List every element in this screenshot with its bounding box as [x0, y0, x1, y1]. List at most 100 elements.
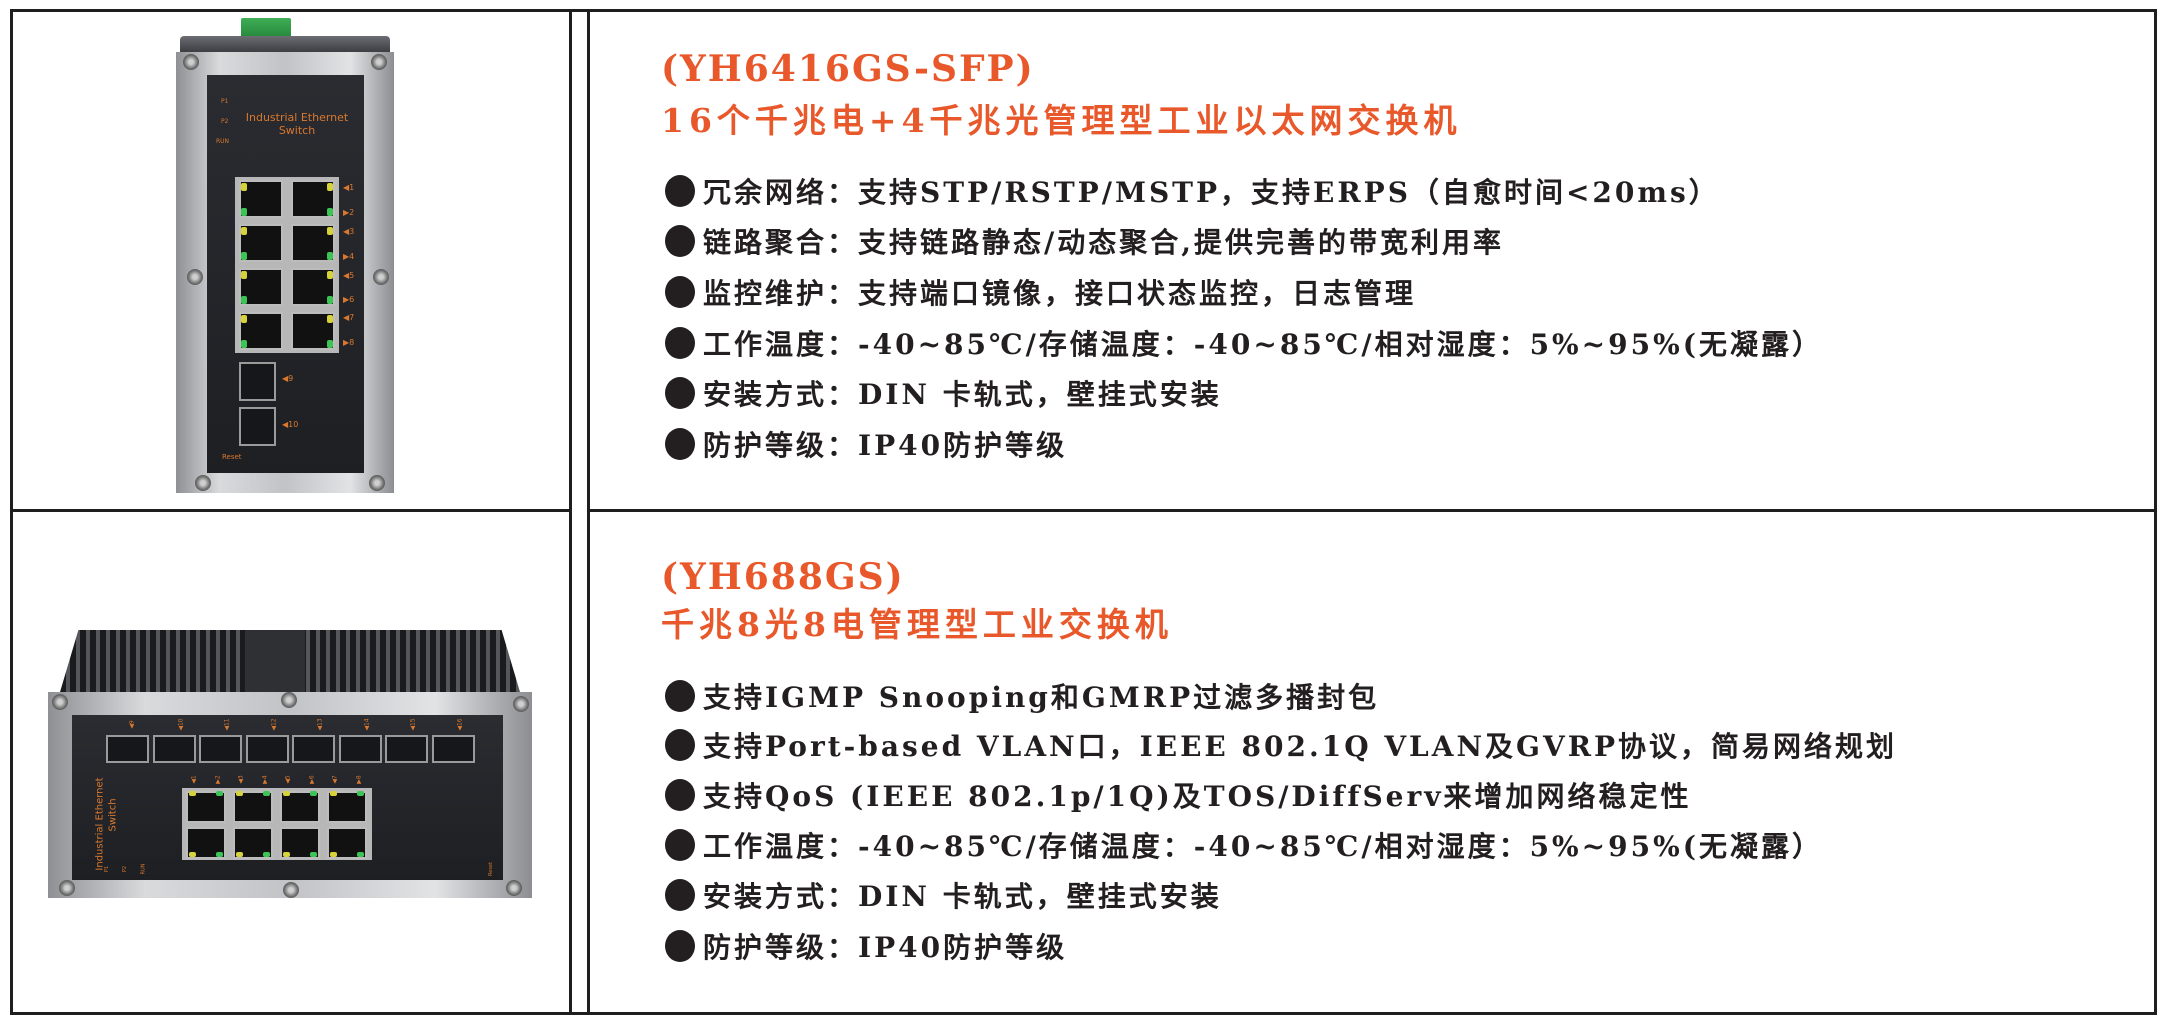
activity-led — [327, 252, 333, 260]
product-name: 千兆8光8电管理型工业交换机 — [661, 605, 1173, 644]
led-label-p1: P1 — [221, 98, 229, 105]
port-label: ◀1 — [343, 183, 355, 192]
rj45-port — [280, 791, 320, 823]
port-label: ◀15 — [409, 718, 417, 731]
bullet-dot — [665, 829, 695, 861]
activity-led — [263, 791, 270, 796]
port-label: ◀1 — [190, 775, 198, 784]
bullet-dot — [665, 225, 695, 257]
screw-icon — [369, 475, 385, 491]
sfp-port — [106, 735, 149, 763]
feature-text: 支持IGMP Snooping和GMRP过滤多播封包 — [703, 681, 1380, 714]
port-label: ◀7 — [331, 775, 339, 784]
screw-icon — [187, 269, 203, 285]
panel-title: Industrial Ethernet — [94, 777, 106, 871]
activity-led — [263, 852, 270, 857]
screw-icon — [195, 475, 211, 491]
sfp-port — [292, 735, 335, 763]
panel-subtitle: Switch — [107, 798, 119, 832]
bullet-dot — [665, 428, 695, 460]
sfp-port — [152, 735, 196, 763]
feature-item: 安装方式：DIN 卡轨式，壁挂式安装 — [665, 373, 1222, 413]
heatsink-center — [245, 630, 305, 692]
table-border-top — [10, 9, 2157, 12]
sfp-port — [431, 735, 475, 763]
port-label: ▶8 — [355, 775, 363, 784]
rj45-port — [186, 791, 226, 823]
row-divider-right — [587, 509, 2157, 512]
link-led — [236, 852, 243, 857]
feature-item: 链路聚合：支持链路静态/动态聚合,提供完善的带宽利用率 — [665, 221, 1504, 261]
rj45-port — [327, 791, 367, 823]
activity-led — [216, 791, 223, 796]
port-label: ◀11 — [223, 718, 231, 731]
port-label: ▶4 — [343, 252, 355, 261]
feature-item: 防护等级：IP40防护等级 — [665, 424, 1067, 464]
activity-led — [241, 340, 247, 348]
activity-led — [327, 340, 333, 348]
port-label: ◀9 — [128, 720, 136, 729]
sfp-port — [338, 735, 382, 763]
led-label-run: RUN — [216, 138, 230, 145]
link-led — [327, 183, 333, 191]
rj45-port — [291, 224, 335, 262]
link-led — [327, 227, 333, 235]
link-led — [241, 315, 247, 323]
device-top — [180, 36, 390, 52]
feature-item: 监控维护：支持端口镜像，接口状态监控，日志管理 — [665, 272, 1416, 312]
led-label-p1: P1 — [104, 865, 111, 873]
port-label: ◀5 — [284, 775, 292, 784]
column-divider-left — [569, 9, 572, 1015]
link-led — [241, 271, 247, 279]
port-label: ▶6 — [343, 295, 355, 304]
port-label: ◀9 — [282, 374, 294, 383]
sfp-port — [385, 735, 428, 763]
feature-item: 支持QoS (IEEE 802.1p/1Q)及TOS/DiffServ来增加网络… — [665, 775, 1692, 815]
panel-subtitle: Switch — [278, 124, 316, 137]
bullet-dot — [665, 680, 695, 712]
port-label: ◀7 — [343, 313, 355, 322]
screw-icon — [371, 54, 387, 70]
sfp-port — [245, 735, 289, 763]
screw-icon — [283, 882, 299, 898]
product-model: (YH688GS) — [661, 556, 905, 598]
product-name: 16个千兆电+4千兆光管理型工业以太网交换机 — [661, 101, 1462, 140]
link-led — [283, 852, 290, 857]
led-label-p2: P2 — [221, 118, 229, 125]
sfp-port — [239, 362, 276, 401]
bullet-dot — [665, 930, 695, 962]
screw-icon — [183, 54, 199, 70]
column-divider-right — [587, 9, 590, 1015]
feature-item: 防护等级：IP40防护等级 — [665, 926, 1067, 966]
bullet-dot — [665, 879, 695, 911]
feature-item: 支持IGMP Snooping和GMRP过滤多播封包 — [665, 676, 1379, 716]
row-divider-left — [10, 509, 571, 512]
activity-led — [241, 208, 247, 216]
feature-text: 安装方式：DIN 卡轨式，壁挂式安装 — [703, 880, 1222, 913]
table-border-left — [10, 9, 13, 1015]
activity-led — [241, 252, 247, 260]
rj45-port — [291, 312, 335, 350]
activity-led — [357, 791, 364, 796]
port-label: ◀16 — [456, 718, 464, 731]
feature-text: 冗余网络：支持STP/RSTP/MSTP，支持ERPS（自愈时间<20ms） — [703, 176, 1720, 209]
link-led — [241, 227, 247, 235]
port-label: ◀10 — [177, 718, 185, 731]
screw-icon — [281, 692, 297, 708]
activity-led — [327, 208, 333, 216]
port-label: ▶2 — [214, 775, 222, 784]
panel-title: Industrial Ethernet — [245, 111, 349, 124]
feature-text: 防护等级：IP40防护等级 — [703, 429, 1068, 462]
sfp-port — [199, 735, 242, 763]
bullet-dot — [665, 729, 695, 761]
activity-led — [241, 296, 247, 304]
link-led — [189, 791, 196, 796]
feature-item: 安装方式：DIN 卡轨式，壁挂式安装 — [665, 875, 1222, 915]
port-label: ◀14 — [363, 718, 371, 731]
link-led — [241, 183, 247, 191]
activity-led — [216, 852, 223, 857]
activity-led — [310, 852, 317, 857]
feature-text: 链路聚合：支持链路静态/动态聚合,提供完善的带宽利用率 — [703, 226, 1504, 259]
activity-led — [310, 791, 317, 796]
product-model: (YH6416GS-SFP) — [661, 48, 1035, 90]
